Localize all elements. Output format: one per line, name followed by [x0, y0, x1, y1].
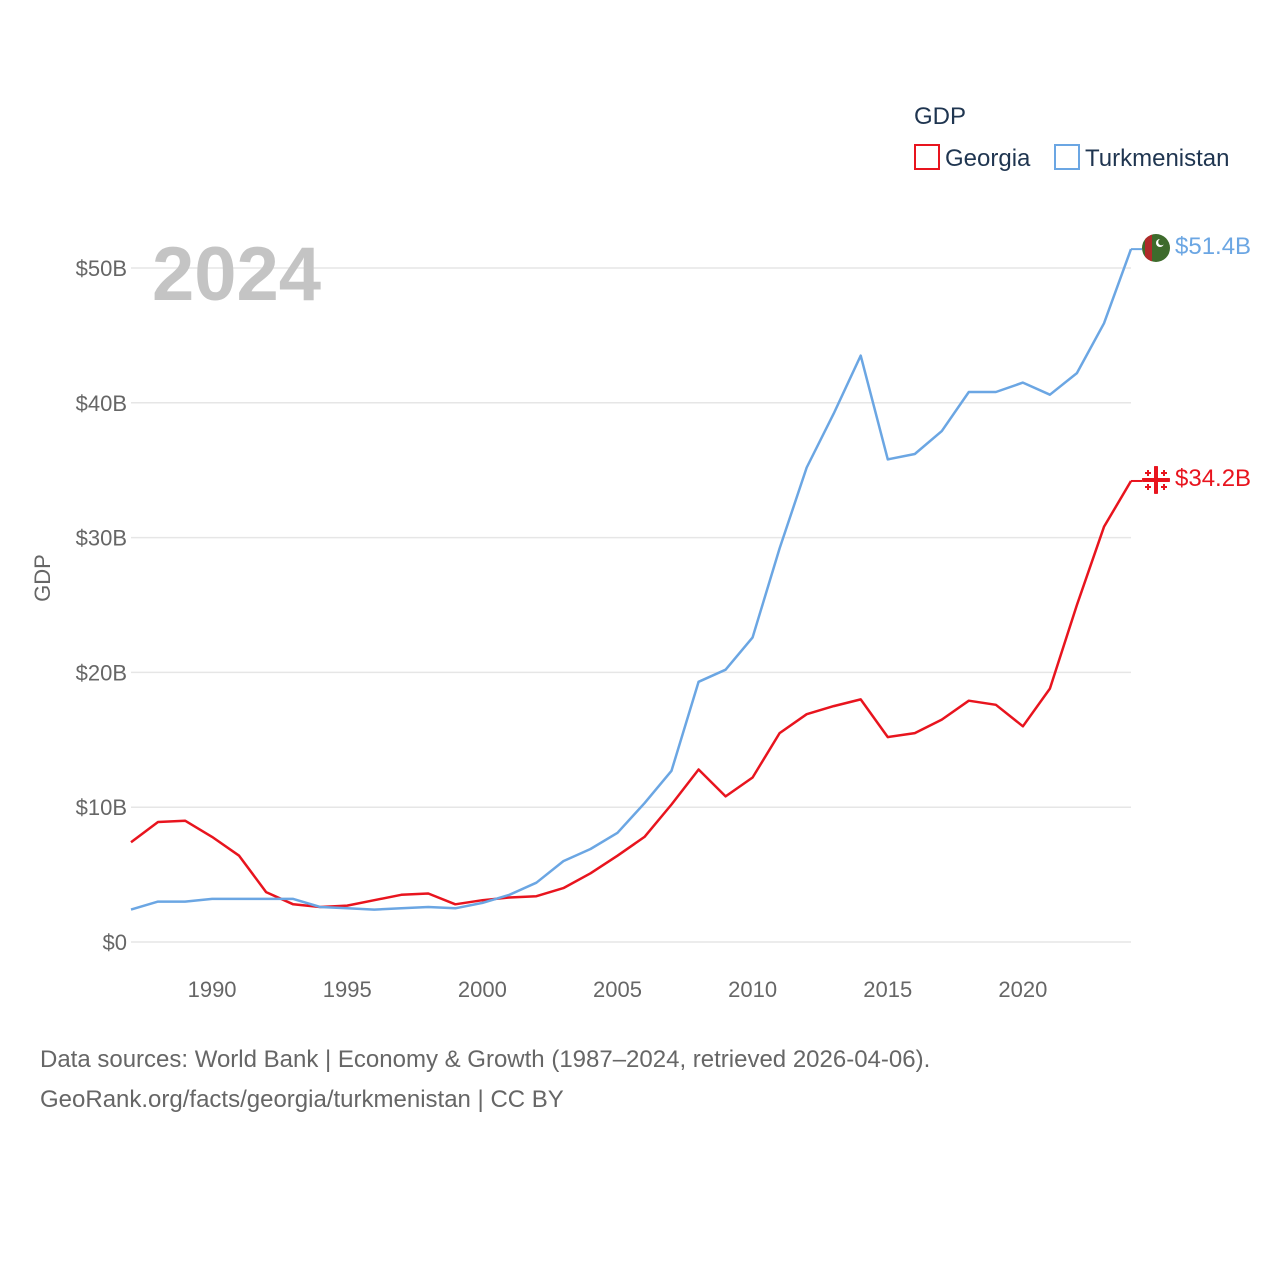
- turkmenistan-flag-icon: [1142, 234, 1170, 262]
- end-label-turkmenistan: $51.4B: [1175, 233, 1251, 260]
- data-source-note: Data sources: World Bank | Economy & Gro…: [40, 1046, 931, 1073]
- y-tick-label: $40B: [76, 391, 127, 416]
- x-tick-label: 2000: [458, 977, 507, 1002]
- source-link[interactable]: GeoRank.org/facts/georgia/turkmenistan |…: [40, 1086, 564, 1113]
- end-label-georgia: $34.2B: [1175, 465, 1251, 492]
- series-line-turkmenistan: [130, 248, 1133, 911]
- x-tick-label: 1990: [188, 977, 237, 1002]
- y-tick-label: $30B: [76, 526, 127, 551]
- footer: Data sources: World Bank | Economy & Gro…: [40, 1040, 930, 1120]
- legend-title: GDP: [914, 103, 966, 130]
- x-tick-label: 2015: [863, 977, 912, 1002]
- series-lines: [130, 248, 1142, 911]
- legend-item-georgia[interactable]: Georgia: [914, 144, 1031, 172]
- x-tick-label: 1995: [323, 977, 372, 1002]
- y-tick-label: $10B: [76, 795, 127, 820]
- year-label: 2024: [152, 232, 321, 317]
- x-tick-label: 2005: [593, 977, 642, 1002]
- legend-item-turkmenistan[interactable]: Turkmenistan: [1054, 144, 1230, 172]
- legend-swatch-georgia: [914, 144, 940, 170]
- series-line-georgia: [130, 480, 1133, 909]
- x-tick-label: 2010: [728, 977, 777, 1002]
- legend-label-turkmenistan: Turkmenistan: [1085, 145, 1230, 172]
- grid-lines: [131, 267, 1131, 943]
- y-axis-title: GDP: [30, 554, 55, 602]
- y-axis-ticks: $0 $10B $20B $30B $40B $50B: [76, 256, 127, 955]
- legend: GDP Georgia Turkmenistan: [914, 103, 1230, 172]
- y-tick-label: $20B: [76, 660, 127, 685]
- y-tick-label: $0: [103, 930, 127, 955]
- legend-label-georgia: Georgia: [945, 145, 1031, 172]
- x-axis-ticks: 1990 1995 2000 2005 2010 2015 2020: [188, 977, 1048, 1002]
- legend-swatch-turkmenistan: [1054, 144, 1080, 170]
- georgia-flag-icon: [1142, 466, 1170, 494]
- y-tick-label: $50B: [76, 256, 127, 281]
- x-tick-label: 2020: [998, 977, 1047, 1002]
